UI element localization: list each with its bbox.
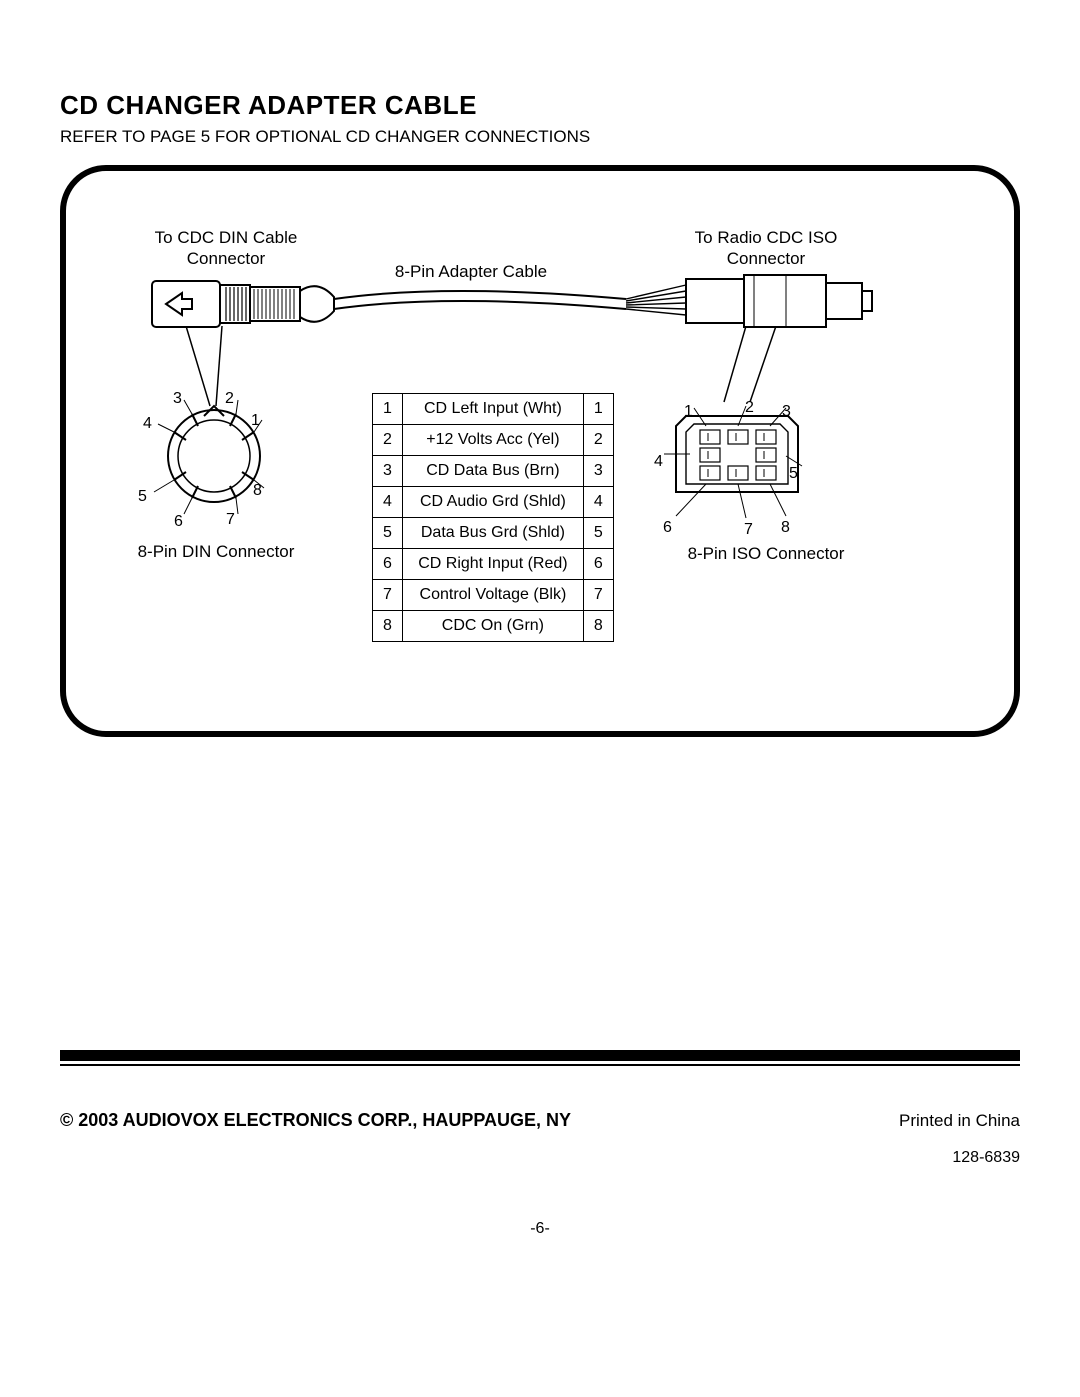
page-number: -6- [0, 1220, 1080, 1238]
pin-left: 7 [373, 580, 403, 611]
pin-row: 7Control Voltage (Blk)7 [373, 580, 614, 611]
iso-pin-number: 1 [684, 403, 693, 421]
iso-pin-number: 2 [745, 399, 754, 417]
pin-right: 5 [583, 518, 613, 549]
pin-left: 2 [373, 425, 403, 456]
label-iso-connector: 8-Pin ISO Connector [666, 543, 866, 564]
pin-assignment-table: 1CD Left Input (Wht)12+12 Volts Acc (Yel… [372, 393, 614, 642]
pin-row: 6CD Right Input (Red)6 [373, 549, 614, 580]
pin-desc: CDC On (Grn) [402, 611, 583, 642]
iso-pin-number: 8 [781, 519, 790, 537]
pin-left: 1 [373, 394, 403, 425]
din-pin-number: 4 [143, 415, 152, 433]
pin-desc: CD Right Input (Red) [402, 549, 583, 580]
pin-row: 2+12 Volts Acc (Yel)2 [373, 425, 614, 456]
footer-copyright: © 2003 AUDIOVOX ELECTRONICS CORP., HAUPP… [60, 1110, 571, 1131]
iso-pin-number: 3 [782, 403, 791, 421]
footer-part-number: 128-6839 [60, 1149, 1020, 1167]
pin-row: 3CD Data Bus (Brn)3 [373, 456, 614, 487]
pin-desc: Data Bus Grd (Shld) [402, 518, 583, 549]
pin-left: 4 [373, 487, 403, 518]
pin-left: 3 [373, 456, 403, 487]
page-title: CD CHANGER ADAPTER CABLE [60, 90, 1020, 121]
din-pin-number: 3 [173, 390, 182, 408]
iso-pin-number: 5 [789, 465, 798, 483]
pin-right: 6 [583, 549, 613, 580]
din-pin-number: 2 [225, 390, 234, 408]
pin-row: 4CD Audio Grd (Shld)4 [373, 487, 614, 518]
pin-right: 3 [583, 456, 613, 487]
pin-desc: CD Data Bus (Brn) [402, 456, 583, 487]
pin-right: 1 [583, 394, 613, 425]
footer-printed: Printed in China [899, 1111, 1020, 1131]
pin-right: 2 [583, 425, 613, 456]
din-pin-number: 8 [253, 482, 262, 500]
iso-pin-number: 6 [663, 519, 672, 537]
label-din-connector: 8-Pin DIN Connector [116, 541, 316, 562]
iso-pin-number: 7 [744, 521, 753, 539]
pin-left: 8 [373, 611, 403, 642]
diagram-frame: To CDC DIN CableConnector To Radio CDC I… [60, 165, 1020, 737]
din-pin-number: 1 [251, 412, 260, 430]
pin-left: 5 [373, 518, 403, 549]
pin-row: 5Data Bus Grd (Shld)5 [373, 518, 614, 549]
pin-right: 8 [583, 611, 613, 642]
pin-desc: Control Voltage (Blk) [402, 580, 583, 611]
pin-row: 1CD Left Input (Wht)1 [373, 394, 614, 425]
iso-pin-number: 4 [654, 453, 663, 471]
din-pin-number: 7 [226, 511, 235, 529]
pin-desc: +12 Volts Acc (Yel) [402, 425, 583, 456]
pin-right: 4 [583, 487, 613, 518]
page-subtitle: REFER TO PAGE 5 FOR OPTIONAL CD CHANGER … [60, 127, 1020, 147]
din-pin-number: 6 [174, 513, 183, 531]
din-pin-number: 5 [138, 488, 147, 506]
label-cdc-din: To CDC DIN CableConnector [126, 227, 326, 270]
pin-row: 8CDC On (Grn)8 [373, 611, 614, 642]
pin-left: 6 [373, 549, 403, 580]
pin-desc: CD Left Input (Wht) [402, 394, 583, 425]
pin-right: 7 [583, 580, 613, 611]
separator-rule [60, 1050, 1020, 1066]
pin-desc: CD Audio Grd (Shld) [402, 487, 583, 518]
label-radio-iso: To Radio CDC ISOConnector [666, 227, 866, 270]
iso-connector-icon [646, 326, 846, 546]
